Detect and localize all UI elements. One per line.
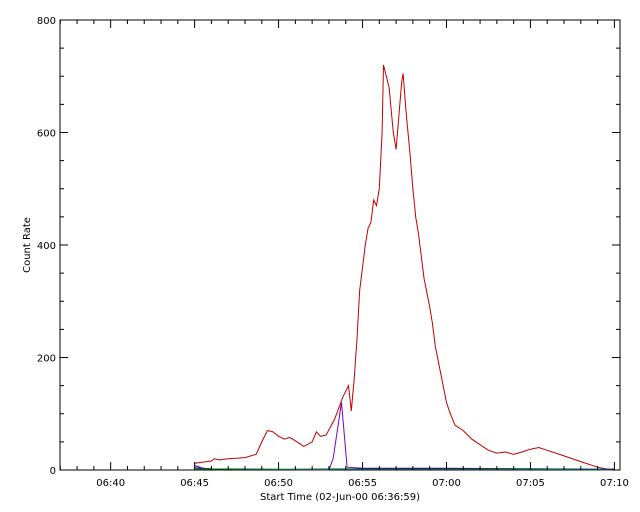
x-tick-label: 06:40 — [96, 478, 125, 489]
x-tick-label: 07:00 — [432, 478, 461, 489]
y-tick-label: 400 — [37, 241, 56, 252]
plot-frame — [59, 19, 621, 471]
series-line-4 — [194, 468, 615, 471]
series-line-2 — [194, 402, 615, 471]
y-tick-label: 0 — [50, 466, 56, 477]
x-tick-label: 06:55 — [348, 478, 377, 489]
y-axis-title: Count Rate — [22, 217, 33, 273]
series-layer — [194, 64, 615, 471]
y-tick-label: 600 — [37, 129, 56, 140]
x-tick-label: 07:10 — [600, 478, 629, 489]
series-line-1 — [194, 64, 615, 470]
x-axis-title: Start Time (02-Jun-00 06:36:59) — [260, 492, 420, 503]
y-tick-label: 800 — [37, 16, 56, 27]
x-tick-label: 06:45 — [180, 478, 209, 489]
axis-layer: 0 200 400 600 800 06:40 06:45 06:50 06:55 07:00 07… — [37, 16, 629, 489]
y-tick-label: 200 — [37, 354, 56, 365]
x-tick-label: 06:50 — [264, 478, 293, 489]
x-tick-label: 07:05 — [516, 478, 545, 489]
